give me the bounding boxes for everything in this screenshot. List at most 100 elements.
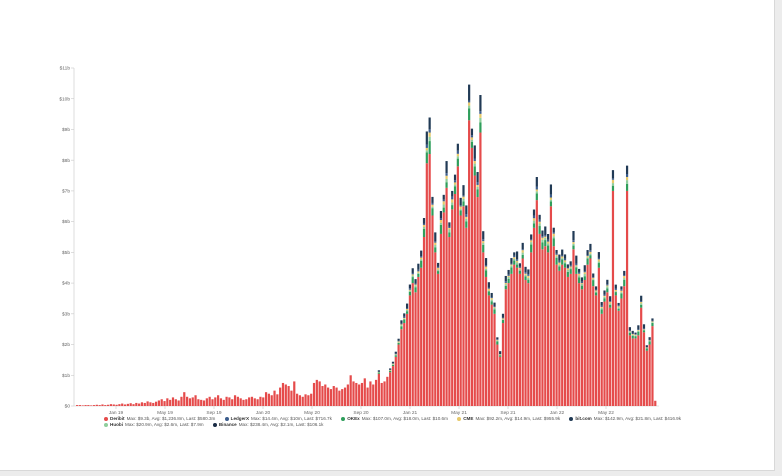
bar-segment-other xyxy=(499,354,502,355)
bar-segment-other xyxy=(420,256,423,258)
bar-segment-other xyxy=(566,271,569,277)
x-tick-label: May 20 xyxy=(304,410,320,416)
bar-segment-other xyxy=(575,265,578,267)
bar-segment-other xyxy=(572,242,575,244)
bar-deribit xyxy=(625,190,629,406)
bar-segment-other xyxy=(456,158,459,167)
bar-segment-other xyxy=(538,219,541,222)
bar-segment-other xyxy=(625,165,629,174)
legend-item-okex[interactable]: OKEx Max: $107.0m, Avg: $18.0m, Last: $10… xyxy=(341,416,448,422)
bar-deribit xyxy=(654,400,657,406)
bar-segment-other xyxy=(628,331,631,332)
bar-deribit xyxy=(374,379,378,406)
bar-segment-other xyxy=(482,243,485,245)
bar-segment-other xyxy=(403,317,406,319)
bar-deribit xyxy=(87,405,90,406)
bar-segment-other xyxy=(445,161,448,174)
legend-item-huobi[interactable]: Huobi Max: $20.9m, Avg: $2.6m, Last: $7.9… xyxy=(104,422,204,428)
bar-segment-other xyxy=(479,111,482,114)
legend-item-cme[interactable]: CME Max: $92.2m, Avg: $14.9m, Last: $955.… xyxy=(457,416,560,422)
bar-segment-other xyxy=(408,290,412,292)
chart-legend: Deribit Max: $9.3b, Avg: $1,236.8m, Last:… xyxy=(104,416,681,428)
bar-segment-other xyxy=(586,250,589,256)
bar-segment-other xyxy=(569,269,572,274)
bar-deribit xyxy=(338,390,341,406)
bar-deribit xyxy=(493,313,496,406)
legend-label: CME xyxy=(463,416,474,421)
bar-deribit xyxy=(177,400,180,406)
bar-deribit xyxy=(264,392,268,406)
bar-segment-other xyxy=(394,351,397,354)
bar-segment-other xyxy=(507,276,510,279)
y-tick-label: $7b xyxy=(62,189,70,195)
bar-deribit xyxy=(473,175,476,406)
bar-deribit xyxy=(592,286,595,406)
bar-segment-other xyxy=(403,316,406,318)
bar-segment-other xyxy=(403,318,406,320)
bar-segment-other xyxy=(456,156,459,159)
bar-deribit xyxy=(499,356,502,406)
bar-deribit xyxy=(583,280,586,406)
bar-segment-other xyxy=(651,322,654,327)
bar-segment-other xyxy=(589,253,592,256)
bar-deribit xyxy=(589,258,592,406)
bar-segment-other xyxy=(453,184,457,187)
bar-segment-other xyxy=(617,308,620,311)
bar-deribit xyxy=(293,381,296,406)
bar-segment-other xyxy=(637,329,640,331)
bar-segment-other xyxy=(507,275,510,277)
bar-deribit xyxy=(112,404,115,406)
bar-deribit xyxy=(628,335,631,406)
bar-deribit xyxy=(245,399,248,406)
bar-segment-other xyxy=(555,249,558,254)
bar-deribit xyxy=(191,397,194,406)
bar-deribit xyxy=(143,402,146,406)
bar-segment-other xyxy=(575,267,578,274)
bar-segment-other xyxy=(442,207,445,213)
bar-segment-other xyxy=(634,334,637,336)
bar-segment-other xyxy=(515,262,519,265)
bar-segment-other xyxy=(428,129,431,133)
bar-segment-other xyxy=(549,201,553,207)
bar-segment-other xyxy=(434,244,437,248)
bar-deribit xyxy=(200,399,203,406)
bar-segment-other xyxy=(377,372,380,374)
legend-item-bitcom[interactable]: bit.com Max: $142.9m, Avg: $21.8m, Last: … xyxy=(569,416,681,422)
legend-swatch xyxy=(569,416,574,421)
bar-deribit xyxy=(403,323,406,406)
bar-segment-other xyxy=(515,251,519,260)
bar-deribit xyxy=(569,273,572,406)
bar-segment-other xyxy=(510,258,513,264)
y-tick-label: $5b xyxy=(62,250,70,256)
bar-segment-other xyxy=(493,307,496,310)
bar-deribit xyxy=(524,280,527,406)
bar-segment-other xyxy=(442,194,445,200)
bar-segment-other xyxy=(611,183,615,186)
bar-segment-other xyxy=(462,196,465,199)
bar-segment-other xyxy=(499,355,502,357)
bar-deribit xyxy=(544,246,547,406)
bar-segment-other xyxy=(623,280,626,287)
legend-item-binance[interactable]: Binance Max: $238.4m, Avg: $2.1m, Last: $… xyxy=(212,422,323,428)
bar-deribit xyxy=(510,273,513,406)
bar-deribit xyxy=(118,404,121,406)
legend-stats: Max: $142.9m, Avg: $21.8m, Last: $416.9k xyxy=(593,416,682,421)
bar-deribit xyxy=(233,395,237,406)
bar-segment-other xyxy=(611,170,615,179)
bar-segment-other xyxy=(389,370,392,371)
bar-segment-other xyxy=(439,224,443,234)
bar-segment-other xyxy=(558,264,561,267)
bar-deribit xyxy=(211,399,214,406)
legend-row-1: Deribit Max: $9.3b, Avg: $1,236.8m, Last:… xyxy=(104,416,681,422)
bar-segment-other xyxy=(642,330,646,333)
bar-deribit xyxy=(468,120,471,407)
bar-segment-other xyxy=(527,269,530,275)
legend-item-deribit[interactable]: Deribit Max: $9.3b, Avg: $1,236.8m, Last:… xyxy=(104,416,215,422)
bar-segment-other xyxy=(532,223,536,228)
bar-segment-other xyxy=(572,245,575,250)
bar-deribit xyxy=(123,404,127,406)
bar-segment-other xyxy=(476,184,479,187)
bar-segment-other xyxy=(473,163,476,167)
bar-segment-other xyxy=(468,108,471,121)
legend-item-ledgerx[interactable]: LedgerX Max: $14.4m, Avg: $10m, Last: $71… xyxy=(224,416,332,422)
